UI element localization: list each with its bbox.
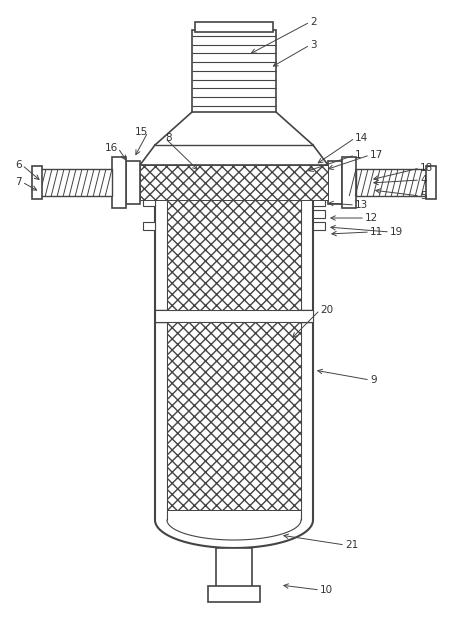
Bar: [32, 166, 42, 199]
Text: 9: 9: [370, 375, 377, 385]
Text: 13: 13: [355, 200, 368, 210]
Text: 19: 19: [390, 227, 403, 237]
Bar: [167, 200, 301, 310]
Text: 7: 7: [15, 177, 22, 187]
Bar: [40, 169, 112, 196]
Text: 15: 15: [135, 127, 148, 137]
Bar: [342, 157, 356, 208]
Text: 12: 12: [365, 213, 378, 223]
Text: 14: 14: [355, 133, 368, 143]
Text: 11: 11: [370, 227, 383, 237]
Text: 17: 17: [370, 150, 383, 160]
Bar: [426, 166, 436, 199]
Text: 3: 3: [310, 40, 317, 50]
Text: 16: 16: [105, 143, 118, 153]
Bar: [313, 222, 325, 230]
Bar: [112, 157, 126, 208]
Bar: [140, 165, 328, 200]
Bar: [167, 322, 301, 510]
Bar: [192, 30, 276, 112]
Bar: [155, 310, 313, 322]
Bar: [140, 165, 328, 200]
Bar: [356, 169, 428, 196]
Text: 1: 1: [355, 150, 362, 160]
Bar: [208, 586, 260, 602]
Text: 8: 8: [165, 133, 172, 143]
Bar: [216, 548, 252, 600]
Text: 21: 21: [345, 540, 358, 550]
Bar: [143, 198, 155, 206]
Bar: [167, 322, 301, 510]
Bar: [313, 198, 325, 206]
Bar: [328, 161, 342, 204]
Bar: [126, 161, 140, 204]
Bar: [167, 200, 301, 310]
Text: 10: 10: [320, 585, 333, 595]
Text: 4: 4: [420, 175, 427, 185]
Bar: [143, 222, 155, 230]
Bar: [195, 22, 273, 32]
Text: 5: 5: [420, 191, 427, 201]
Text: 2: 2: [310, 17, 317, 27]
Text: 6: 6: [15, 160, 22, 170]
Text: 20: 20: [320, 305, 333, 315]
Text: 18: 18: [420, 163, 433, 173]
Bar: [313, 210, 325, 218]
